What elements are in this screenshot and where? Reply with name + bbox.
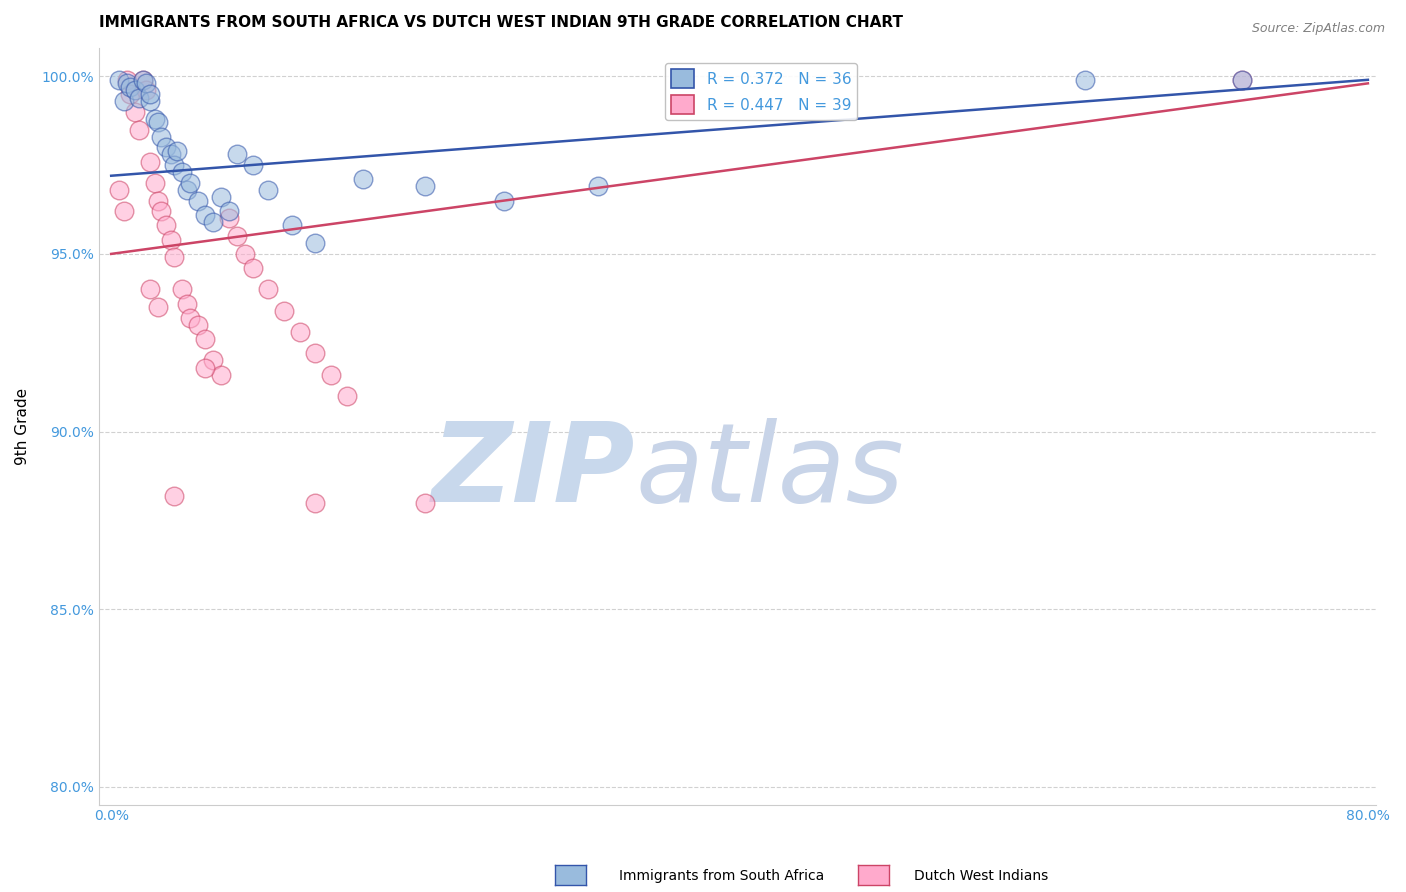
Dutch West Indians	[155, 219, 177, 233]
Dutch West Indians	[1232, 72, 1254, 87]
Immigrants from South Africa	[492, 194, 515, 208]
Immigrants from South Africa	[155, 140, 177, 154]
Immigrants from South Africa	[139, 94, 162, 108]
Dutch West Indians	[118, 87, 141, 101]
Dutch West Indians	[163, 489, 186, 503]
Dutch West Indians	[202, 353, 225, 368]
Dutch West Indians	[139, 154, 162, 169]
Text: IMMIGRANTS FROM SOUTH AFRICA VS DUTCH WEST INDIAN 9TH GRADE CORRELATION CHART: IMMIGRANTS FROM SOUTH AFRICA VS DUTCH WE…	[98, 15, 903, 30]
Immigrants from South Africa	[166, 144, 188, 158]
Immigrants from South Africa	[143, 112, 166, 126]
Dutch West Indians	[304, 346, 326, 360]
Immigrants from South Africa	[209, 190, 232, 204]
Immigrants from South Africa	[115, 76, 138, 90]
Immigrants from South Africa	[118, 79, 141, 94]
Immigrants from South Africa	[225, 147, 247, 161]
Dutch West Indians	[415, 495, 437, 509]
Immigrants from South Africa	[148, 115, 170, 129]
Immigrants from South Africa	[135, 76, 157, 90]
Dutch West Indians	[218, 211, 240, 226]
Immigrants from South Africa	[128, 90, 150, 104]
Immigrants from South Africa	[112, 94, 135, 108]
Dutch West Indians	[225, 229, 247, 244]
Immigrants from South Africa	[1074, 72, 1097, 87]
Immigrants from South Africa	[1232, 72, 1254, 87]
Dutch West Indians	[143, 176, 166, 190]
Text: atlas: atlas	[636, 418, 904, 525]
Immigrants from South Africa	[194, 208, 217, 222]
Dutch West Indians	[187, 318, 209, 332]
Dutch West Indians	[135, 83, 157, 97]
Immigrants from South Africa	[281, 219, 304, 233]
Dutch West Indians	[319, 368, 342, 382]
Text: Immigrants from South Africa: Immigrants from South Africa	[619, 869, 824, 883]
Dutch West Indians	[150, 204, 173, 219]
Dutch West Indians	[148, 194, 170, 208]
Immigrants from South Africa	[131, 72, 153, 87]
Dutch West Indians	[131, 72, 153, 87]
Dutch West Indians	[242, 261, 264, 276]
Dutch West Indians	[257, 282, 280, 296]
Immigrants from South Africa	[202, 215, 225, 229]
Dutch West Indians	[163, 251, 186, 265]
Dutch West Indians	[179, 310, 201, 325]
Immigrants from South Africa	[586, 179, 609, 194]
Dutch West Indians	[194, 360, 217, 375]
Dutch West Indians	[176, 296, 198, 310]
Dutch West Indians	[288, 325, 311, 339]
Immigrants from South Africa	[160, 147, 183, 161]
Dutch West Indians	[160, 233, 183, 247]
Immigrants from South Africa	[139, 87, 162, 101]
Dutch West Indians	[124, 104, 146, 119]
Dutch West Indians	[148, 300, 170, 314]
Text: ZIP: ZIP	[432, 418, 636, 525]
Legend: R = 0.372   N = 36, R = 0.447   N = 39: R = 0.372 N = 36, R = 0.447 N = 39	[665, 63, 858, 120]
Immigrants from South Africa	[187, 194, 209, 208]
Immigrants from South Africa	[304, 236, 326, 251]
Dutch West Indians	[336, 389, 359, 403]
Immigrants from South Africa	[170, 165, 193, 179]
Y-axis label: 9th Grade: 9th Grade	[15, 388, 30, 465]
Immigrants from South Africa	[150, 129, 173, 144]
Dutch West Indians	[128, 122, 150, 136]
Immigrants from South Africa	[257, 183, 280, 197]
Text: Source: ZipAtlas.com: Source: ZipAtlas.com	[1251, 22, 1385, 36]
Dutch West Indians	[304, 495, 326, 509]
Dutch West Indians	[115, 72, 138, 87]
Immigrants from South Africa	[176, 183, 198, 197]
Immigrants from South Africa	[163, 158, 186, 172]
Text: Dutch West Indians: Dutch West Indians	[914, 869, 1047, 883]
Immigrants from South Africa	[218, 204, 240, 219]
Immigrants from South Africa	[415, 179, 437, 194]
Dutch West Indians	[209, 368, 232, 382]
Dutch West Indians	[108, 183, 131, 197]
Dutch West Indians	[112, 204, 135, 219]
Immigrants from South Africa	[352, 172, 374, 186]
Dutch West Indians	[233, 247, 256, 261]
Dutch West Indians	[273, 303, 295, 318]
Immigrants from South Africa	[108, 72, 131, 87]
Dutch West Indians	[170, 282, 193, 296]
Immigrants from South Africa	[124, 83, 146, 97]
Dutch West Indians	[194, 332, 217, 346]
Immigrants from South Africa	[179, 176, 201, 190]
Dutch West Indians	[139, 282, 162, 296]
Immigrants from South Africa	[242, 158, 264, 172]
